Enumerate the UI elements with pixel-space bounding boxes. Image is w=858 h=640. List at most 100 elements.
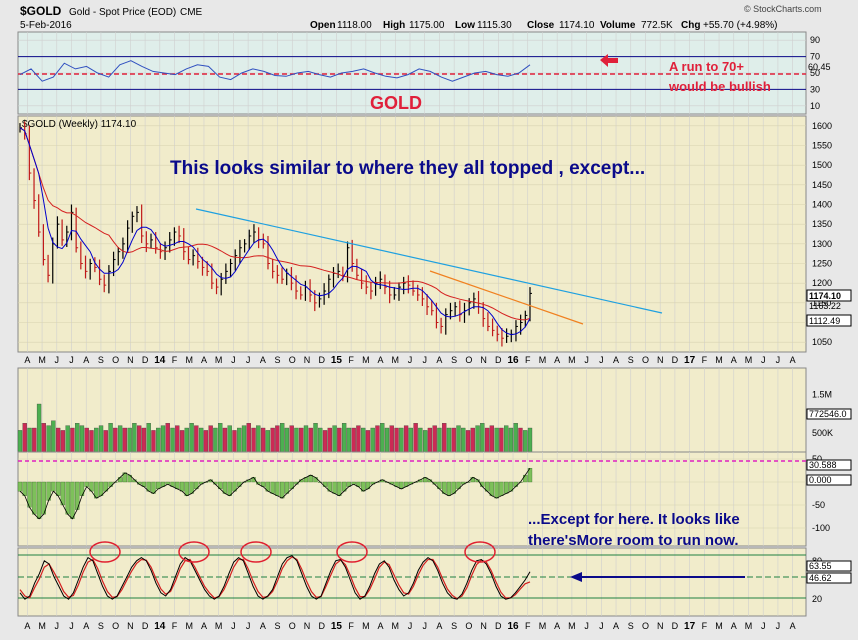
x-tick-label: F — [702, 621, 708, 631]
brand-label: © StockCharts.com — [744, 4, 822, 14]
momentum-bar — [22, 481, 27, 496]
momentum-bar — [270, 481, 275, 494]
momentum-bar — [65, 481, 70, 515]
volume-bar — [189, 423, 194, 453]
volume-bar — [79, 425, 85, 453]
x-tick-label: A — [24, 355, 30, 365]
x-tick-label: J — [422, 621, 427, 631]
volume-bar — [380, 423, 385, 453]
x-tick-label: A — [731, 355, 737, 365]
volume-bar — [132, 423, 137, 453]
x-tick-label: A — [613, 621, 619, 631]
highlight-circle — [89, 541, 121, 563]
x-tick-label: 15 — [331, 355, 343, 366]
momentum-value-2: 0.000 — [809, 475, 832, 485]
x-tick-label: O — [642, 621, 649, 631]
volume-bar — [361, 427, 366, 453]
volume-bar — [356, 425, 361, 453]
volume-bar — [103, 430, 108, 453]
x-tick-label: O — [112, 355, 119, 365]
volume-bar — [184, 427, 189, 453]
price-tick-label: 1250 — [812, 259, 832, 269]
volume-bar — [256, 425, 261, 453]
x-tick-label: A — [24, 621, 30, 631]
x-tick-label: J — [69, 621, 74, 631]
momentum-bar — [108, 481, 113, 487]
volume-bar — [365, 430, 371, 453]
x-tick-label: A — [83, 355, 89, 365]
x-tick-label: J — [761, 621, 766, 631]
x-tick-label: M — [38, 621, 46, 631]
ma-fast-line — [19, 127, 531, 336]
x-tick-label: J — [55, 355, 60, 365]
price-bars — [19, 121, 532, 347]
highlight-circle — [240, 541, 272, 563]
x-tick-label: M — [362, 621, 370, 631]
volume-bar — [394, 427, 399, 453]
x-tick-label: A — [201, 355, 207, 365]
x-tick-label: 15 — [331, 621, 343, 632]
volume-bar — [170, 427, 175, 453]
price-panel: $GOLD (Weekly) 1174.10 1600 1550 1500 1450 1… — [17, 115, 852, 353]
rsi-current-value: 60.45 — [808, 62, 831, 72]
price-tick-label: 1150 — [812, 298, 831, 308]
x-tick-label: N — [480, 355, 487, 365]
x-axis-top: A M J J A S O N D 14 F M A M J J A S O N D 15 F M A M J J A S O N D 16 F M A… — [24, 355, 795, 366]
x-tick-label: F — [525, 355, 531, 365]
volume-bar — [480, 423, 485, 453]
momentum-bar — [227, 481, 232, 496]
x-tick-label: N — [127, 621, 134, 631]
x-tick-label: J — [761, 355, 766, 365]
volume-bar — [327, 427, 332, 453]
x-tick-label: M — [185, 355, 193, 365]
volume-bar — [41, 423, 46, 453]
volume-bar — [179, 430, 185, 453]
momentum-bar — [332, 481, 337, 494]
ma-slow-line — [19, 127, 531, 321]
volume-bar — [527, 427, 533, 453]
rsi-tick-label: 30 — [810, 84, 820, 94]
x-tick-label: N — [304, 355, 311, 365]
momentum-bar — [237, 481, 242, 487]
volume-bar — [160, 425, 166, 453]
x-tick-label: D — [142, 621, 149, 631]
volume-label: Volume — [600, 20, 636, 31]
price-panel-title: $GOLD (Weekly) 1174.10 — [22, 119, 137, 130]
volume-bar — [313, 423, 318, 453]
volume-bar — [32, 427, 37, 453]
gold-label: GOLD — [370, 93, 422, 113]
x-tick-label: O — [465, 355, 472, 365]
x-tick-label: A — [378, 621, 384, 631]
volume-bar — [523, 430, 528, 453]
momentum-bar — [17, 481, 23, 492]
x-tick-label: M — [568, 621, 576, 631]
x-tick-label: J — [246, 355, 251, 365]
x-tick-label: O — [465, 621, 472, 631]
volume-bar — [275, 425, 280, 453]
volume-bar — [94, 427, 99, 453]
x-tick-label: J — [776, 621, 781, 631]
volume-bar — [389, 425, 394, 453]
volume-bar — [303, 425, 309, 453]
x-tick-label: J — [231, 621, 236, 631]
highlight-circle — [464, 541, 496, 563]
symbol-label: $GOLD — [20, 4, 62, 18]
volume-bar — [470, 427, 475, 453]
x-tick-label: A — [554, 621, 560, 631]
price-tick-label: 1600 — [812, 121, 832, 131]
price-note: This looks similar to where they all top… — [170, 158, 645, 179]
x-tick-label: A — [436, 355, 442, 365]
volume-bar — [337, 427, 342, 453]
volume-bar — [251, 427, 256, 453]
volume-bar — [208, 425, 213, 453]
volume-bar — [27, 427, 32, 453]
x-tick-label: M — [392, 621, 400, 631]
momentum-bar — [117, 477, 123, 483]
x-tick-label: M — [715, 355, 723, 365]
volume-bar — [461, 427, 466, 453]
volume-bar — [279, 423, 285, 453]
volume-bar — [98, 425, 104, 453]
momentum-bar — [179, 481, 185, 492]
price-tick-label: 1050 — [812, 337, 832, 347]
volume-bar — [165, 423, 170, 453]
